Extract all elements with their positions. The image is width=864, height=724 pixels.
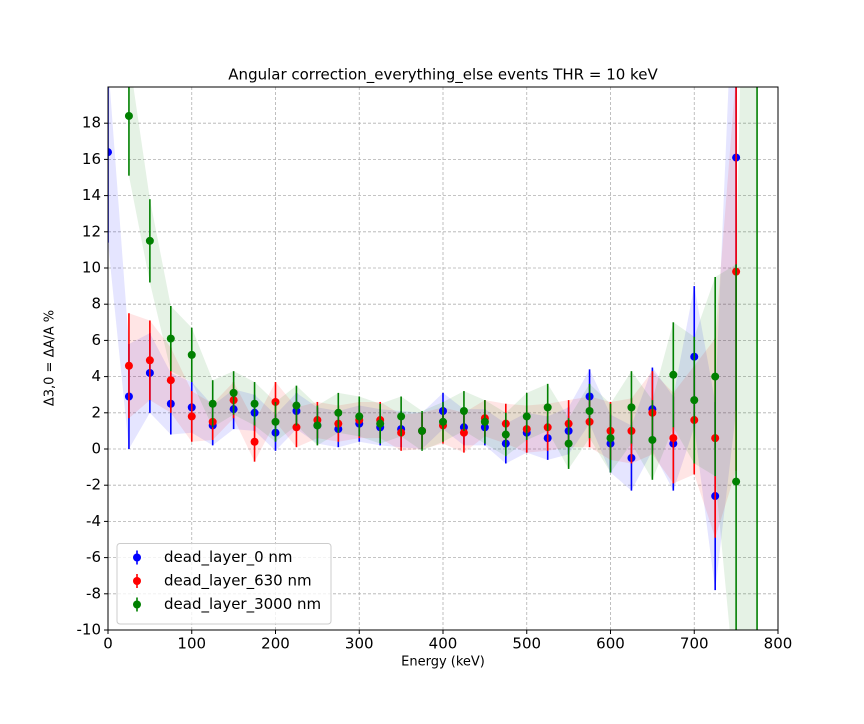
legend-marker (133, 577, 141, 585)
point (480, 417, 489, 426)
point (229, 388, 238, 397)
y-tick-label: -2 (86, 476, 101, 494)
point (208, 399, 217, 408)
y-tick-label: 6 (91, 331, 101, 349)
point (166, 376, 175, 385)
point (459, 406, 468, 415)
point (187, 412, 196, 421)
y-tick-label: -6 (86, 548, 101, 566)
point (376, 419, 385, 428)
point (669, 434, 678, 443)
point (334, 408, 343, 417)
x-tick-label: 300 (345, 635, 374, 653)
point (543, 403, 552, 412)
ticks: 0 100 200 300 400 500 600 700 800 -10 -8 -6 -4 -2 0 2 4 6… (77, 114, 793, 653)
chart-title: Angular correction_everything_else event… (228, 66, 658, 85)
point (690, 396, 699, 405)
point (250, 437, 259, 446)
point (145, 236, 154, 245)
y-tick-label: 12 (82, 222, 101, 240)
x-tick-label: 800 (764, 635, 793, 653)
point (418, 426, 427, 435)
plot-area (108, 87, 758, 630)
point (669, 370, 678, 379)
x-tick-label: 500 (512, 635, 541, 653)
point (166, 334, 175, 343)
x-tick-label: 700 (680, 635, 709, 653)
point (459, 428, 468, 437)
y-tick-label: 2 (91, 403, 101, 421)
point (108, 148, 112, 157)
point (397, 412, 406, 421)
point (124, 111, 133, 120)
point (627, 403, 636, 412)
x-axis-label: Energy (keV) (401, 655, 485, 670)
point (564, 439, 573, 448)
legend-label: dead_layer_3000 nm (164, 595, 321, 614)
y-tick-label: -4 (86, 512, 101, 530)
y-tick-label: -10 (77, 621, 102, 639)
point (648, 435, 657, 444)
y-tick-label: 0 (91, 440, 101, 458)
point (501, 430, 510, 439)
point (292, 401, 301, 410)
y-tick-label: 8 (91, 295, 101, 313)
point (606, 434, 615, 443)
x-tick-label: 600 (596, 635, 625, 653)
legend-marker (133, 600, 141, 609)
y-tick-label: -8 (86, 584, 101, 602)
y-axis-label: Δ3,0 = ΔA/A % (43, 310, 58, 406)
point (271, 417, 280, 426)
point (313, 421, 322, 430)
y-tick-label: 14 (82, 186, 101, 204)
y-tick-label: 4 (91, 367, 101, 385)
error-band (128, 87, 737, 538)
legend-box (116, 543, 332, 625)
legend-label: dead_layer_0 nm (164, 548, 293, 567)
point (732, 477, 741, 486)
legend-marker (133, 553, 141, 562)
point (355, 412, 364, 421)
x-tick-label: 400 (429, 635, 458, 653)
point (292, 423, 301, 432)
point (124, 361, 133, 370)
point (250, 399, 259, 408)
point (522, 412, 531, 421)
point (711, 372, 720, 381)
y-tick-label: 18 (82, 114, 101, 132)
point (439, 417, 447, 426)
x-tick-label: 200 (261, 635, 290, 653)
y-tick-label: 16 (82, 150, 101, 168)
y-tick-label: 10 (82, 259, 101, 277)
point (585, 406, 594, 415)
x-tick-label: 0 (103, 635, 113, 653)
point (187, 350, 196, 359)
x-tick-label: 100 (177, 635, 206, 653)
legend-label: dead_layer_630 nm (164, 572, 312, 591)
legend: dead_layer_0 nm dead_layer_630 nm dead_lay… (116, 543, 332, 625)
point (145, 356, 154, 365)
